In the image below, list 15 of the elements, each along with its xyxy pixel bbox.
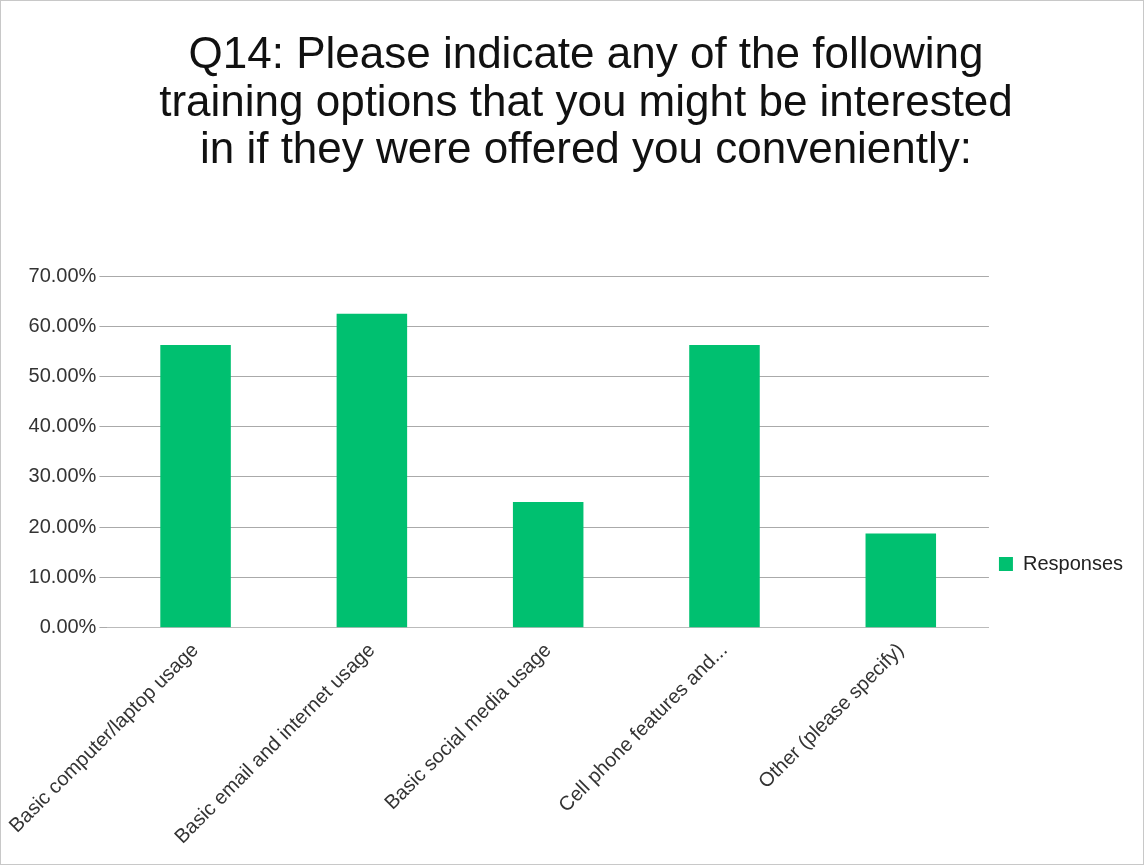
bar [160,345,231,628]
bar [865,533,937,628]
y-tick-label: 40.00% [28,414,97,437]
chart-title: Q14: Please indicate any of the following training options that you might be interested in if they were offered you conveniently: [158,28,1014,173]
y-tick-label: 50.00% [28,363,97,386]
y-tick-label: 0.00% [39,615,97,638]
bar [336,313,408,628]
y-tick-label: 20.00% [28,514,97,537]
y-tick-label: 30.00% [28,464,97,487]
y-tick-label: 70.00% [28,263,97,286]
y-tick-label: 60.00% [28,313,97,336]
bar [689,345,760,628]
legend-label: Responses [1022,551,1123,574]
y-tick-label: 10.00% [28,564,97,587]
bar [512,502,584,628]
